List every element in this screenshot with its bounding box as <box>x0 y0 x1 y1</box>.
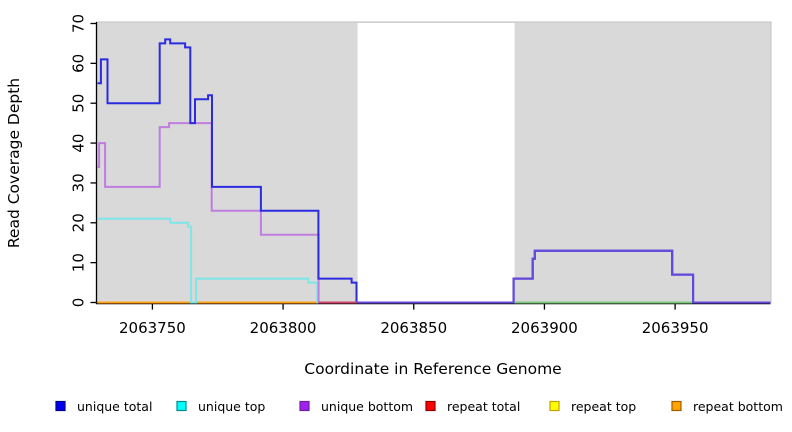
unique-total-bottom-overlap-slate <box>356 249 771 304</box>
legend-label-repeat-bottom: repeat bottom <box>693 399 783 414</box>
legend-swatch-unique-total <box>55 400 66 412</box>
x-tick-label: 2063850 <box>380 319 447 337</box>
legend-label-unique-top: unique top <box>198 399 265 414</box>
y-tick-label: 70 <box>70 14 88 33</box>
y-tick-label: 50 <box>70 94 88 113</box>
y-tick-label: 60 <box>70 54 88 73</box>
x-tick-label: 2063800 <box>250 319 317 337</box>
y-tick-label: 40 <box>70 134 88 153</box>
x-axis-title: Coordinate in Reference Genome <box>304 360 561 378</box>
masked-region <box>357 22 515 303</box>
legend-label-unique-total: unique total <box>77 399 152 414</box>
x-tick-label: 2063750 <box>119 319 186 337</box>
y-axis-title: Read Coverage Depth <box>5 78 23 248</box>
legend-swatch-repeat-top <box>549 400 560 412</box>
legend-swatch-repeat-bottom <box>671 400 682 412</box>
legend-label-repeat-total: repeat total <box>447 399 520 414</box>
legend-swatch-unique-bottom <box>299 400 310 412</box>
legend-label-unique-bottom: unique bottom <box>321 399 413 414</box>
axis-lines <box>95 22 771 305</box>
series-line-unique-top <box>97 217 771 304</box>
y-tick-label: 30 <box>70 173 88 192</box>
x-tick-label: 2063950 <box>642 319 709 337</box>
chart-generated-layer: 0 10 20 30 40 50 60 70 2063750 2063800 2063850 2063… <box>55 14 783 414</box>
y-tick-label: 0 <box>70 298 88 308</box>
legend-label-repeat-top: repeat top <box>571 399 636 414</box>
legend-swatch-repeat-total <box>425 400 436 412</box>
y-tick-label: 10 <box>70 253 88 272</box>
y-tick-label: 20 <box>70 213 88 232</box>
legend-swatch-unique-top <box>176 400 187 412</box>
x-tick-label: 2063900 <box>511 319 578 337</box>
